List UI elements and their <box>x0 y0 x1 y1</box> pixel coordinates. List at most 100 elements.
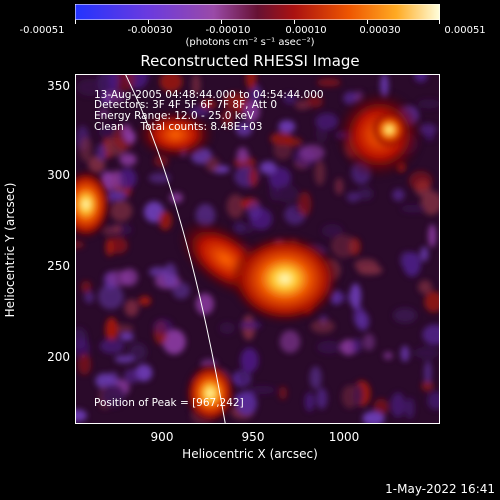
texture-blob <box>84 291 95 304</box>
texture-blob <box>393 307 417 324</box>
texture-blob <box>239 223 254 234</box>
texture-blob <box>362 411 385 423</box>
texture-blob <box>76 240 85 249</box>
solar-limb <box>125 75 226 423</box>
texture-blob <box>421 380 434 392</box>
texture-blob <box>77 353 92 376</box>
texture-blob <box>159 75 183 92</box>
texture-blob <box>315 113 339 130</box>
texture-blob <box>259 161 277 175</box>
texture-blob <box>76 409 87 422</box>
texture-blob <box>98 283 124 310</box>
texture-blob <box>334 177 344 195</box>
texture-blob <box>238 367 249 385</box>
texture-blob <box>191 75 201 96</box>
texture-blob <box>235 122 253 137</box>
texture-blob <box>200 100 217 109</box>
texture-blob <box>76 338 90 359</box>
rhessi-image <box>75 74 440 424</box>
detectors: Detectors: 3F 4F 5F 6F 7F 8F, Att 0 <box>94 99 278 111</box>
texture-blob <box>321 224 343 238</box>
texture-blob <box>408 170 433 191</box>
texture-blob <box>304 392 315 412</box>
colorbar-label: -0.00051 <box>19 25 65 36</box>
image-texture <box>76 75 439 423</box>
colorbar-label: 0.00030 <box>359 25 401 36</box>
texture-blob <box>353 305 365 327</box>
generation-date: 1-May-2022 16:41 <box>385 482 495 496</box>
texture-blob <box>316 78 341 87</box>
texture-blob <box>353 383 363 407</box>
texture-blob <box>111 170 121 189</box>
colorbar-units: (photons cm⁻² s⁻¹ asec⁻²) <box>185 37 315 48</box>
texture-blob <box>309 366 322 390</box>
y-tick: 250 <box>47 259 70 273</box>
texture-blob <box>101 384 125 407</box>
texture-blob <box>284 137 303 147</box>
texture-blob <box>278 386 288 400</box>
texture-blob <box>109 200 133 222</box>
texture-blob <box>418 280 433 294</box>
texture-blob <box>298 191 312 217</box>
texture-blob <box>169 192 184 204</box>
y-axis-title: Heliocentric Y (arcsec) <box>3 182 17 318</box>
energy-range: Energy Range: 12.0 - 25.0 keV <box>94 110 255 122</box>
colorbar-tick <box>148 20 149 24</box>
texture-blob <box>153 318 173 335</box>
x-axis-title: Heliocentric X (arcsec) <box>182 447 318 461</box>
texture-blob <box>119 153 137 166</box>
peak-position: Position of Peak = [967,242] <box>94 397 244 409</box>
x-tick: 1000 <box>328 430 360 444</box>
colorbar-label: -0.00010 <box>205 25 251 36</box>
colorbar-tick <box>221 20 222 24</box>
colorbar-label: 0.00010 <box>285 25 327 36</box>
texture-blob <box>158 210 172 231</box>
texture-blob <box>163 263 178 288</box>
texture-blob <box>422 324 439 345</box>
texture-blob <box>124 299 139 317</box>
texture-blob <box>349 283 362 309</box>
image-title: Reconstructed RHESSI Image <box>140 52 360 70</box>
x-tick: 950 <box>241 430 265 444</box>
texture-blob <box>107 236 128 254</box>
texture-blob <box>195 293 214 315</box>
texture-blob <box>233 393 253 403</box>
texture-blob <box>205 156 220 172</box>
texture-blob <box>123 368 140 384</box>
texture-blob <box>414 75 428 83</box>
image-map <box>76 75 439 423</box>
colorbar-tick <box>294 20 295 24</box>
texture-blob <box>310 319 335 334</box>
colorbar-label: 0.00051 <box>444 25 486 36</box>
texture-blob <box>317 340 341 354</box>
colorbar-tick <box>367 20 368 24</box>
texture-blob <box>330 234 356 259</box>
texture-blob <box>417 99 439 109</box>
texture-blob <box>99 338 125 354</box>
texture-blob <box>98 108 110 118</box>
y-tick: 350 <box>47 79 70 93</box>
texture-blob <box>400 345 410 362</box>
texture-blob <box>121 124 132 140</box>
colorbar-tick <box>439 20 440 24</box>
texture-blob <box>314 159 326 186</box>
texture-blob <box>246 200 262 220</box>
texture-blob <box>283 93 297 105</box>
texture-blob <box>79 136 93 162</box>
texture-blob <box>268 167 292 189</box>
texture-blob <box>294 100 311 110</box>
texture-blob <box>243 100 260 123</box>
texture-blob <box>278 120 296 133</box>
texture-blob <box>240 347 259 373</box>
texture-blob <box>414 346 439 359</box>
texture-blob <box>162 329 186 355</box>
texture-blob <box>279 330 301 354</box>
texture-blob <box>401 204 426 213</box>
colorbar <box>75 4 440 20</box>
texture-blob <box>138 295 152 306</box>
texture-blob <box>362 333 375 351</box>
texture-blob <box>346 192 360 203</box>
texture-blob <box>274 184 299 203</box>
y-tick: 200 <box>47 350 70 364</box>
texture-blob <box>128 342 147 362</box>
